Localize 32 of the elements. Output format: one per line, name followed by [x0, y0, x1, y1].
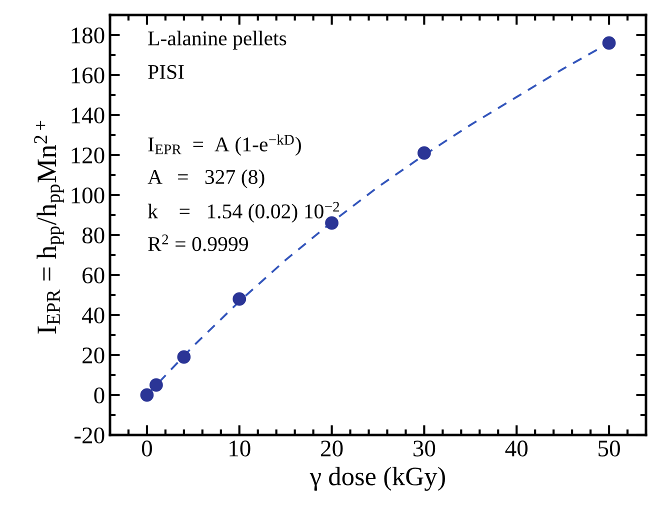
y-tick-label: 120	[72, 147, 104, 164]
annotation: k = 1.54 (0.02) 10$^{−2}$	[148, 202, 340, 223]
y-tick-label: 140	[72, 107, 104, 124]
y-tick-label: 160	[72, 67, 104, 84]
annotation: I$_{EPR}$ = A (1-e$^{−kD}$)	[148, 134, 301, 156]
annotation: PISI	[148, 65, 184, 80]
annotation: L-alanine pellets	[148, 30, 286, 50]
y-tick-label: 60	[82, 267, 104, 284]
point	[150, 378, 163, 392]
y-axis-title: I$_{EPR}$ = h$_{pp}$/h$_{pp}$Mn$^{2+}$	[34, 120, 64, 334]
y-tick-label: 80	[82, 227, 104, 244]
point	[418, 146, 431, 160]
x-tick-label: 30	[414, 440, 436, 456]
point	[325, 216, 338, 230]
annotation: R$^{2}$ = 0.9999	[148, 234, 248, 252]
annotation: A = 327 (8)	[148, 169, 264, 188]
point	[177, 350, 191, 364]
point	[232, 292, 246, 306]
point	[140, 388, 154, 402]
y-tick-label: -20	[74, 427, 104, 444]
y-tick-label: 20	[82, 347, 104, 364]
x-tick-label: 40	[505, 440, 528, 456]
x-tick-label: 50	[598, 440, 620, 456]
x-tick-label: 10	[230, 440, 250, 456]
y-tick-label: 100	[72, 187, 104, 204]
x-tick-label: 20	[321, 440, 343, 456]
y-tick-label: 180	[72, 27, 104, 44]
y-tick-label: 40	[82, 307, 104, 324]
y-tick-label: 0	[94, 387, 104, 404]
x-axis-title: γ dose (kGy)	[310, 466, 445, 491]
x-tick-label: 0	[142, 440, 152, 456]
point	[602, 36, 616, 50]
